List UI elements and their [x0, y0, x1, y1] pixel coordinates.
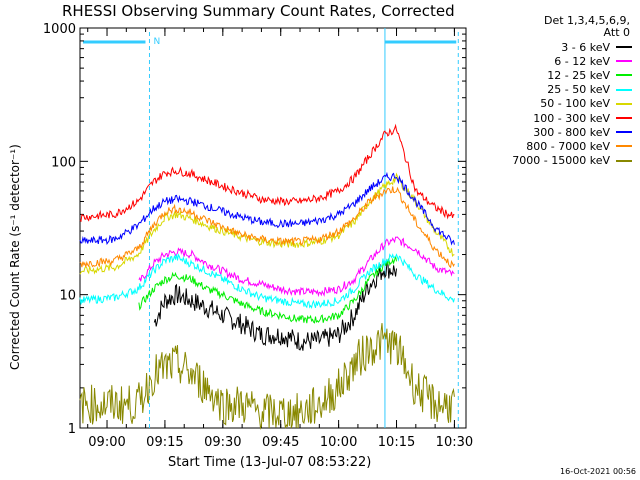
x-tick-label: 09:15	[146, 435, 183, 450]
legend-entry-label: 100 - 300 keV	[533, 111, 610, 125]
legend-swatch	[616, 102, 632, 105]
legend-swatch	[616, 60, 632, 63]
legend-swatch	[616, 159, 632, 162]
y-tick-label: 100	[51, 155, 76, 170]
series-line-3	[79, 253, 455, 310]
legend-entry-label: 12 - 25 keV	[547, 68, 610, 82]
plot-frame	[79, 27, 467, 429]
series-line-7	[79, 186, 455, 269]
legend-entry-label: 7000 - 15000 keV	[512, 154, 610, 168]
x-tick-label: 09:45	[262, 435, 299, 450]
legend-entry: 7000 - 15000 keV	[472, 154, 632, 168]
x-tick-label: 10:30	[436, 435, 473, 450]
legend-entry: 50 - 100 keV	[472, 97, 632, 111]
legend-entry: 3 - 6 keV	[472, 40, 632, 54]
series-line-6	[79, 171, 455, 246]
legend: 3 - 6 keV 6 - 12 keV 12 - 25 keV 25 - 50 ke…	[472, 40, 632, 168]
timestamp: 16-Oct-2021 00:56	[560, 467, 636, 476]
legend-swatch	[616, 74, 632, 77]
legend-swatch	[616, 88, 632, 91]
series-line-8	[79, 323, 455, 430]
series-line-0	[153, 260, 397, 351]
legend-entry-label: 6 - 12 keV	[554, 54, 610, 68]
chart-title: RHESSI Observing Summary Count Rates, Co…	[62, 2, 455, 20]
legend-swatch	[616, 131, 632, 134]
legend-entry: 100 - 300 keV	[472, 111, 632, 125]
series-line-4	[79, 172, 455, 275]
legend-swatch	[616, 117, 632, 120]
legend-swatch	[616, 145, 632, 148]
y-tick-label: 10	[59, 289, 76, 304]
legend-swatch	[616, 46, 632, 49]
x-tick-label: 09:30	[204, 435, 241, 450]
legend-entry-label: 25 - 50 keV	[547, 83, 610, 97]
legend-entry-label: 800 - 7000 keV	[526, 139, 610, 153]
legend-entry: 6 - 12 keV	[472, 54, 632, 68]
night-marker-label: N	[153, 37, 160, 47]
legend-entry-label: 3 - 6 keV	[561, 40, 610, 54]
legend-entry: 800 - 7000 keV	[472, 139, 632, 153]
legend-header-attenuator: Att 0	[603, 26, 630, 39]
x-tick-label: 09:00	[88, 435, 125, 450]
legend-entry: 300 - 800 keV	[472, 125, 632, 139]
legend-header-detectors: Det 1,3,4,5,6,9,	[543, 14, 630, 27]
legend-entry: 25 - 50 keV	[472, 83, 632, 97]
x-tick-label: 10:15	[378, 435, 415, 450]
series-line-5	[79, 123, 455, 223]
y-axis-label: Corrected Count Rate (s⁻¹ detector⁻¹)	[8, 144, 22, 370]
y-tick-label: 1	[68, 422, 76, 437]
x-axis-label: Start Time (13-Jul-07 08:53:22)	[168, 455, 372, 470]
series-line-2	[138, 256, 397, 324]
series-line-1	[138, 236, 455, 298]
y-tick-label: 1000	[43, 22, 76, 37]
legend-entry-label: 50 - 100 keV	[540, 97, 610, 111]
legend-entry: 12 - 25 keV	[472, 68, 632, 82]
legend-entry-label: 300 - 800 keV	[533, 125, 610, 139]
x-tick-label: 10:00	[320, 435, 357, 450]
